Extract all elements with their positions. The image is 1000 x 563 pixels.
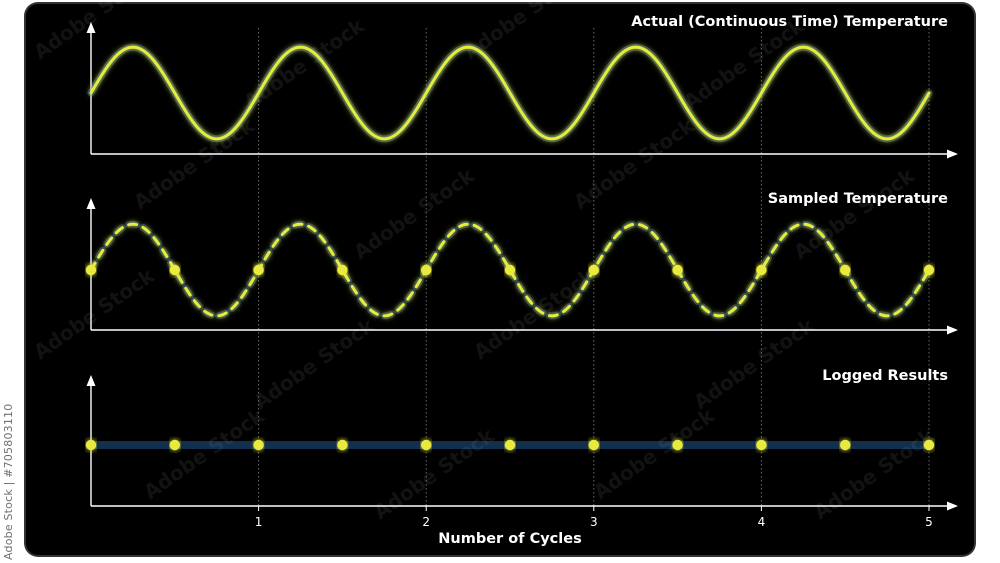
x-axis-label: Number of Cycles [438, 531, 581, 547]
chart-panel [26, 4, 974, 555]
logged-point [253, 439, 264, 451]
panel-title: Actual (Continuous Time) Temperature [631, 14, 948, 30]
sample-point [85, 264, 97, 276]
watermark-text: Adobe Stock [789, 163, 919, 264]
x-tick-label: 5 [925, 515, 933, 529]
x-axis-arrow [947, 501, 958, 511]
sample-point [337, 264, 348, 276]
series-actual-temperature [89, 45, 931, 141]
sample-point [169, 264, 180, 276]
sample-point [756, 264, 767, 276]
x-tick-label: 4 [758, 515, 766, 529]
logged-point [504, 439, 516, 451]
sample-point [421, 264, 432, 276]
logged-point [421, 439, 432, 451]
watermark-text: Adobe Stock [809, 423, 939, 524]
y-axis-arrow [86, 375, 96, 386]
series-sampled-temperature [89, 222, 931, 318]
logged-point [756, 439, 767, 451]
sample-point [504, 264, 516, 276]
panel-title: Logged Results [822, 368, 948, 384]
watermark-text: Adobe Stock [249, 313, 379, 414]
watermark-text: Adobe Stock [689, 313, 819, 414]
logged-point [923, 439, 935, 451]
watermark-text: Adobe Stock [349, 163, 479, 264]
y-axis-arrow [86, 22, 96, 33]
sample-point [840, 264, 851, 276]
x-tick-label: 1 [255, 515, 263, 529]
logged-point [672, 439, 683, 451]
y-axis-arrow [86, 198, 96, 209]
x-tick-label: 3 [590, 515, 598, 529]
text-layer: Actual (Continuous Time) Temperature Samp… [255, 14, 948, 547]
logged-point [85, 439, 97, 451]
x-tick-label: 2 [422, 515, 430, 529]
watermark-text: Adobe Stock [369, 423, 499, 524]
sample-point [672, 264, 683, 276]
sample-point [588, 264, 599, 276]
sample-point [253, 264, 264, 276]
watermark-text: Adobe Stock [569, 113, 699, 214]
panel-title: Sampled Temperature [768, 191, 948, 207]
logged-point [337, 439, 348, 451]
watermark-text: Adobe Stock [139, 403, 269, 504]
watermark-text: Adobe Stock [589, 403, 719, 504]
axes [86, 22, 958, 511]
watermark-text: Adobe Stock [469, 263, 599, 364]
series-layer [85, 43, 935, 451]
logged-point [840, 439, 851, 451]
x-axis-arrow [947, 325, 958, 335]
x-axis-arrow [947, 149, 958, 159]
logged-point [588, 439, 599, 451]
sample-point [923, 264, 935, 276]
logged-point [169, 439, 180, 451]
watermark-text: Adobe Stock [29, 263, 159, 364]
